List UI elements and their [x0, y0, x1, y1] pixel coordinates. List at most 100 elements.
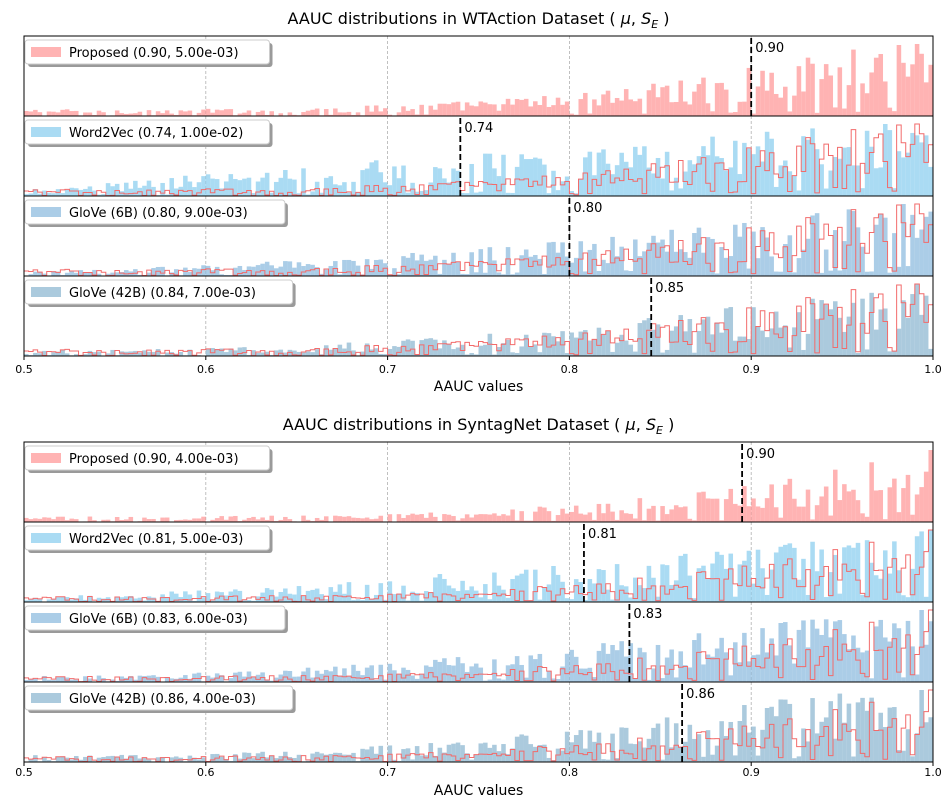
- bar: [605, 330, 611, 356]
- bar: [610, 174, 615, 196]
- bar: [433, 659, 438, 682]
- legend-box: [24, 525, 270, 551]
- bar: [196, 268, 202, 276]
- bar: [823, 304, 829, 356]
- bar: [464, 671, 470, 682]
- bar: [346, 516, 352, 522]
- bar: [823, 597, 829, 602]
- bar: [723, 89, 729, 116]
- bar: [514, 736, 520, 762]
- bar: [287, 349, 293, 356]
- bar: [714, 156, 720, 196]
- bar: [314, 108, 320, 116]
- bar: [451, 665, 456, 682]
- bar: [137, 597, 143, 602]
- bar: [283, 670, 288, 682]
- panel-frame: [23, 275, 934, 357]
- x-tick-label: 0.8: [561, 766, 579, 779]
- x-tick-label: 0.8: [561, 363, 579, 376]
- bar: [755, 755, 761, 762]
- bar: [683, 101, 688, 116]
- bar: [583, 271, 588, 276]
- bar: [351, 181, 356, 196]
- bar: [292, 757, 297, 762]
- bar: [896, 328, 902, 356]
- bar: [446, 665, 452, 682]
- bar: [751, 655, 756, 682]
- bar: [573, 505, 579, 522]
- bar: [792, 498, 797, 522]
- bar: [660, 678, 665, 682]
- bar: [733, 112, 738, 116]
- bar: [69, 599, 74, 602]
- bar: [55, 112, 61, 116]
- bar: [555, 515, 561, 522]
- bar: [655, 644, 661, 682]
- bar: [405, 110, 411, 116]
- bar: [723, 652, 729, 682]
- bar: [155, 349, 161, 356]
- bar: [746, 148, 752, 196]
- bar: [560, 242, 565, 276]
- bar: [210, 519, 215, 522]
- bar: [737, 662, 743, 682]
- bar: [28, 679, 34, 682]
- bar: [537, 506, 543, 522]
- bar: [123, 758, 129, 762]
- bar: [351, 664, 356, 682]
- bar: [55, 516, 61, 522]
- bar: [887, 130, 893, 196]
- bar: [464, 753, 470, 762]
- bar: [278, 674, 284, 682]
- bar: [24, 600, 29, 602]
- bar: [723, 568, 729, 602]
- bar: [842, 634, 847, 682]
- bar: [373, 753, 379, 762]
- bar: [905, 474, 911, 522]
- bar: [823, 249, 829, 276]
- bar: [33, 352, 38, 356]
- bar: [878, 214, 884, 276]
- bar: [678, 746, 684, 762]
- bar: [373, 518, 379, 522]
- bar: [64, 189, 70, 196]
- bar: [301, 595, 306, 602]
- bar: [828, 270, 834, 276]
- bar: [364, 667, 370, 682]
- bar: [833, 621, 838, 682]
- bar: [355, 599, 361, 602]
- bar: [842, 331, 847, 356]
- bar: [323, 516, 329, 522]
- bar: [869, 562, 874, 602]
- bar: [323, 345, 329, 356]
- bar: [428, 512, 434, 522]
- bar: [637, 741, 643, 762]
- bar: [769, 569, 774, 602]
- bar: [219, 348, 224, 356]
- bar: [851, 49, 856, 116]
- bar: [319, 753, 324, 762]
- bar: [905, 317, 911, 356]
- bar: [410, 340, 415, 356]
- bar: [814, 213, 820, 276]
- bar: [723, 257, 729, 276]
- reference-step-outline: [23, 203, 934, 277]
- bar: [319, 673, 324, 682]
- bar: [792, 327, 797, 356]
- bar: [505, 98, 511, 116]
- bar: [783, 160, 788, 196]
- bar: [810, 128, 815, 196]
- bar: [496, 515, 502, 522]
- bar: [601, 149, 606, 196]
- bar: [114, 183, 120, 196]
- legend: GloVe (42B) (0.84, 7.00e-03): [24, 279, 296, 307]
- bar: [378, 259, 384, 276]
- bars-2: [28, 204, 933, 276]
- bar: [573, 114, 579, 116]
- bar: [760, 729, 765, 762]
- bar: [742, 486, 747, 522]
- reference-step-outline: [23, 689, 934, 763]
- bar: [678, 188, 684, 196]
- bar: [451, 102, 456, 116]
